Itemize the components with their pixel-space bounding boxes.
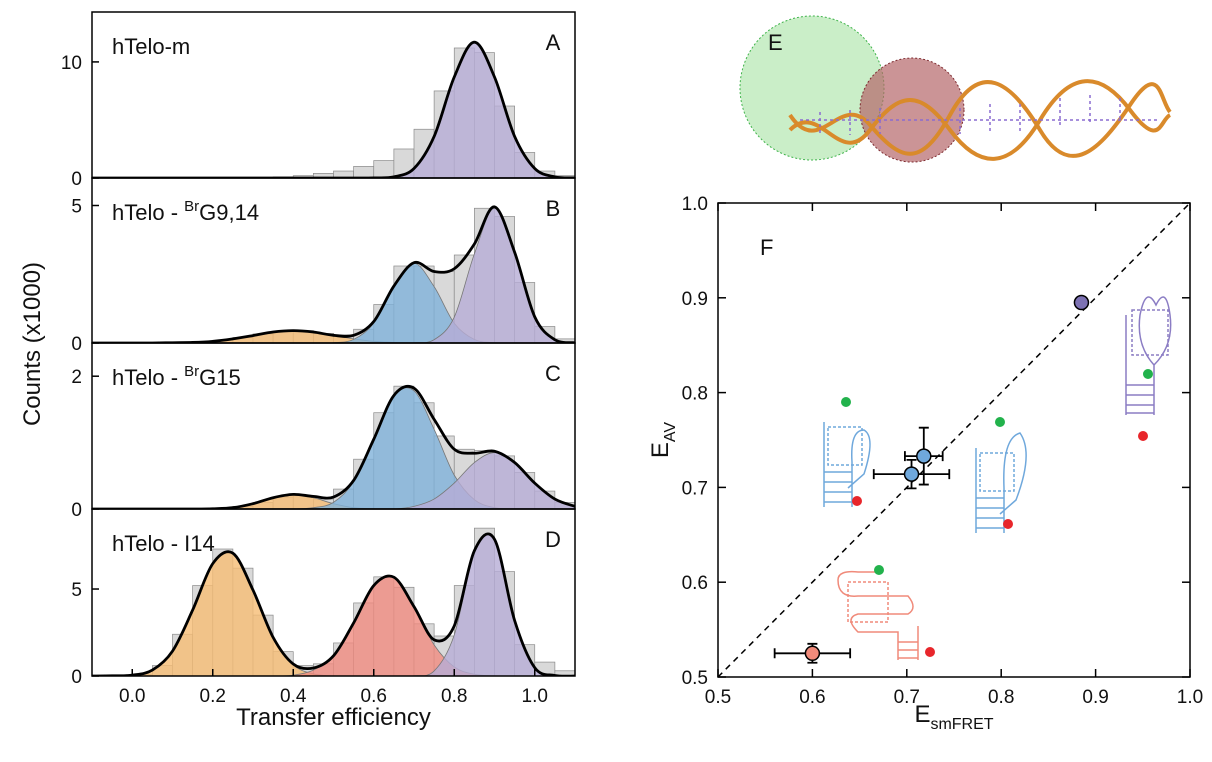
panel-letter: B xyxy=(546,196,561,221)
helix-strand xyxy=(788,79,1172,161)
panel-label-text: hTelo-m xyxy=(112,34,190,59)
y-tick-label: 5 xyxy=(71,197,82,218)
x-axis-title-main: E xyxy=(914,701,930,728)
panel-letter: E xyxy=(768,30,783,55)
panel-letter: F xyxy=(760,235,773,260)
x-tick-label: 0.6 xyxy=(361,686,387,707)
histogram-bar xyxy=(554,670,575,676)
x-tick-label: 0.8 xyxy=(988,687,1014,708)
molecule-illustration xyxy=(739,15,1172,163)
x-tick-label: 0.4 xyxy=(280,686,307,707)
panel-label-sup: Br xyxy=(184,363,199,380)
structure-icon xyxy=(837,565,935,660)
histogram-bar xyxy=(353,166,375,178)
fit-line xyxy=(92,385,575,509)
x-tick-label: 1.0 xyxy=(522,686,548,707)
y-tick-label: 0.9 xyxy=(682,289,708,310)
data-point xyxy=(916,448,932,464)
x-tick-label: 0.8 xyxy=(441,686,467,707)
structure-icon xyxy=(975,417,1027,533)
panel-label-text: G9,14 xyxy=(199,200,259,225)
y-tick-label: 10 xyxy=(61,53,82,74)
y-tick-label: 0.7 xyxy=(682,478,708,499)
x-axis-title-sub: smFRET xyxy=(930,716,993,733)
histogram-bar xyxy=(373,160,395,178)
plot-area xyxy=(92,205,575,343)
y-axis-title: EAV xyxy=(647,422,679,459)
y-tick-label: 5 xyxy=(71,580,82,601)
panel-label: hTelo-m xyxy=(112,34,190,59)
data-point xyxy=(1073,294,1090,311)
y-tick-label: 0 xyxy=(71,169,82,190)
y-tick-label: 0.8 xyxy=(682,384,708,405)
panel-frame xyxy=(91,508,576,677)
helix-strand xyxy=(788,80,1172,158)
x-tick-label: 0.9 xyxy=(1082,687,1108,708)
fit-line xyxy=(92,40,575,178)
plot-area xyxy=(92,527,575,676)
component-area xyxy=(92,41,575,178)
y-tick-label: 0.5 xyxy=(682,668,708,689)
diagonal-reference xyxy=(717,202,1191,678)
panel-label-sup: Br xyxy=(184,198,199,215)
panel-letter: A xyxy=(546,30,561,55)
structure-icon xyxy=(1125,296,1172,441)
panel-letter: D xyxy=(545,527,561,552)
x-tick-label: 0.0 xyxy=(119,686,145,707)
y-tick-label: 0 xyxy=(71,334,82,355)
plot-area xyxy=(92,40,575,178)
x-axis-title: EsmFRET xyxy=(914,701,993,733)
panel-label: hTelo - BrG15 xyxy=(112,363,241,390)
panel-label-text: hTelo - xyxy=(112,200,184,225)
fit-line xyxy=(92,532,575,676)
y-tick-label: 0.6 xyxy=(682,573,708,594)
panel-label: hTelo - I14 xyxy=(112,531,215,556)
data-point xyxy=(903,466,920,482)
base-pairs xyxy=(800,95,1160,135)
x-axis-title: Transfer efficiency xyxy=(236,704,431,731)
y-tick-label: 1.0 xyxy=(682,194,708,215)
panel-label-text: hTelo - xyxy=(112,365,184,390)
y-axis-title: Counts (x1000) xyxy=(19,262,46,426)
panel-label: hTelo - BrG9,14 xyxy=(112,198,259,225)
panel-frame xyxy=(717,202,1191,678)
x-tick-label: 0.7 xyxy=(894,687,920,708)
y-axis-title-sub: AV xyxy=(662,422,679,442)
acceptor-cloud xyxy=(859,57,965,163)
y-tick-label: 2 xyxy=(71,367,82,388)
x-tick-label: 1.0 xyxy=(1177,687,1203,708)
y-tick-label: 0 xyxy=(71,667,82,688)
panel-label-text: hTelo - I14 xyxy=(112,531,215,556)
panel-letter: C xyxy=(545,361,561,386)
x-tick-label: 0.2 xyxy=(200,686,226,707)
data-point xyxy=(804,645,821,662)
plot-area xyxy=(92,385,575,509)
y-axis-title-main: E xyxy=(647,442,674,458)
structure-icon xyxy=(823,397,871,507)
component-area xyxy=(92,207,575,343)
x-tick-label: 0.5 xyxy=(705,687,731,708)
y-tick-label: 0 xyxy=(71,500,82,521)
panel-label-text: G15 xyxy=(199,365,241,390)
x-tick-label: 0.6 xyxy=(799,687,825,708)
